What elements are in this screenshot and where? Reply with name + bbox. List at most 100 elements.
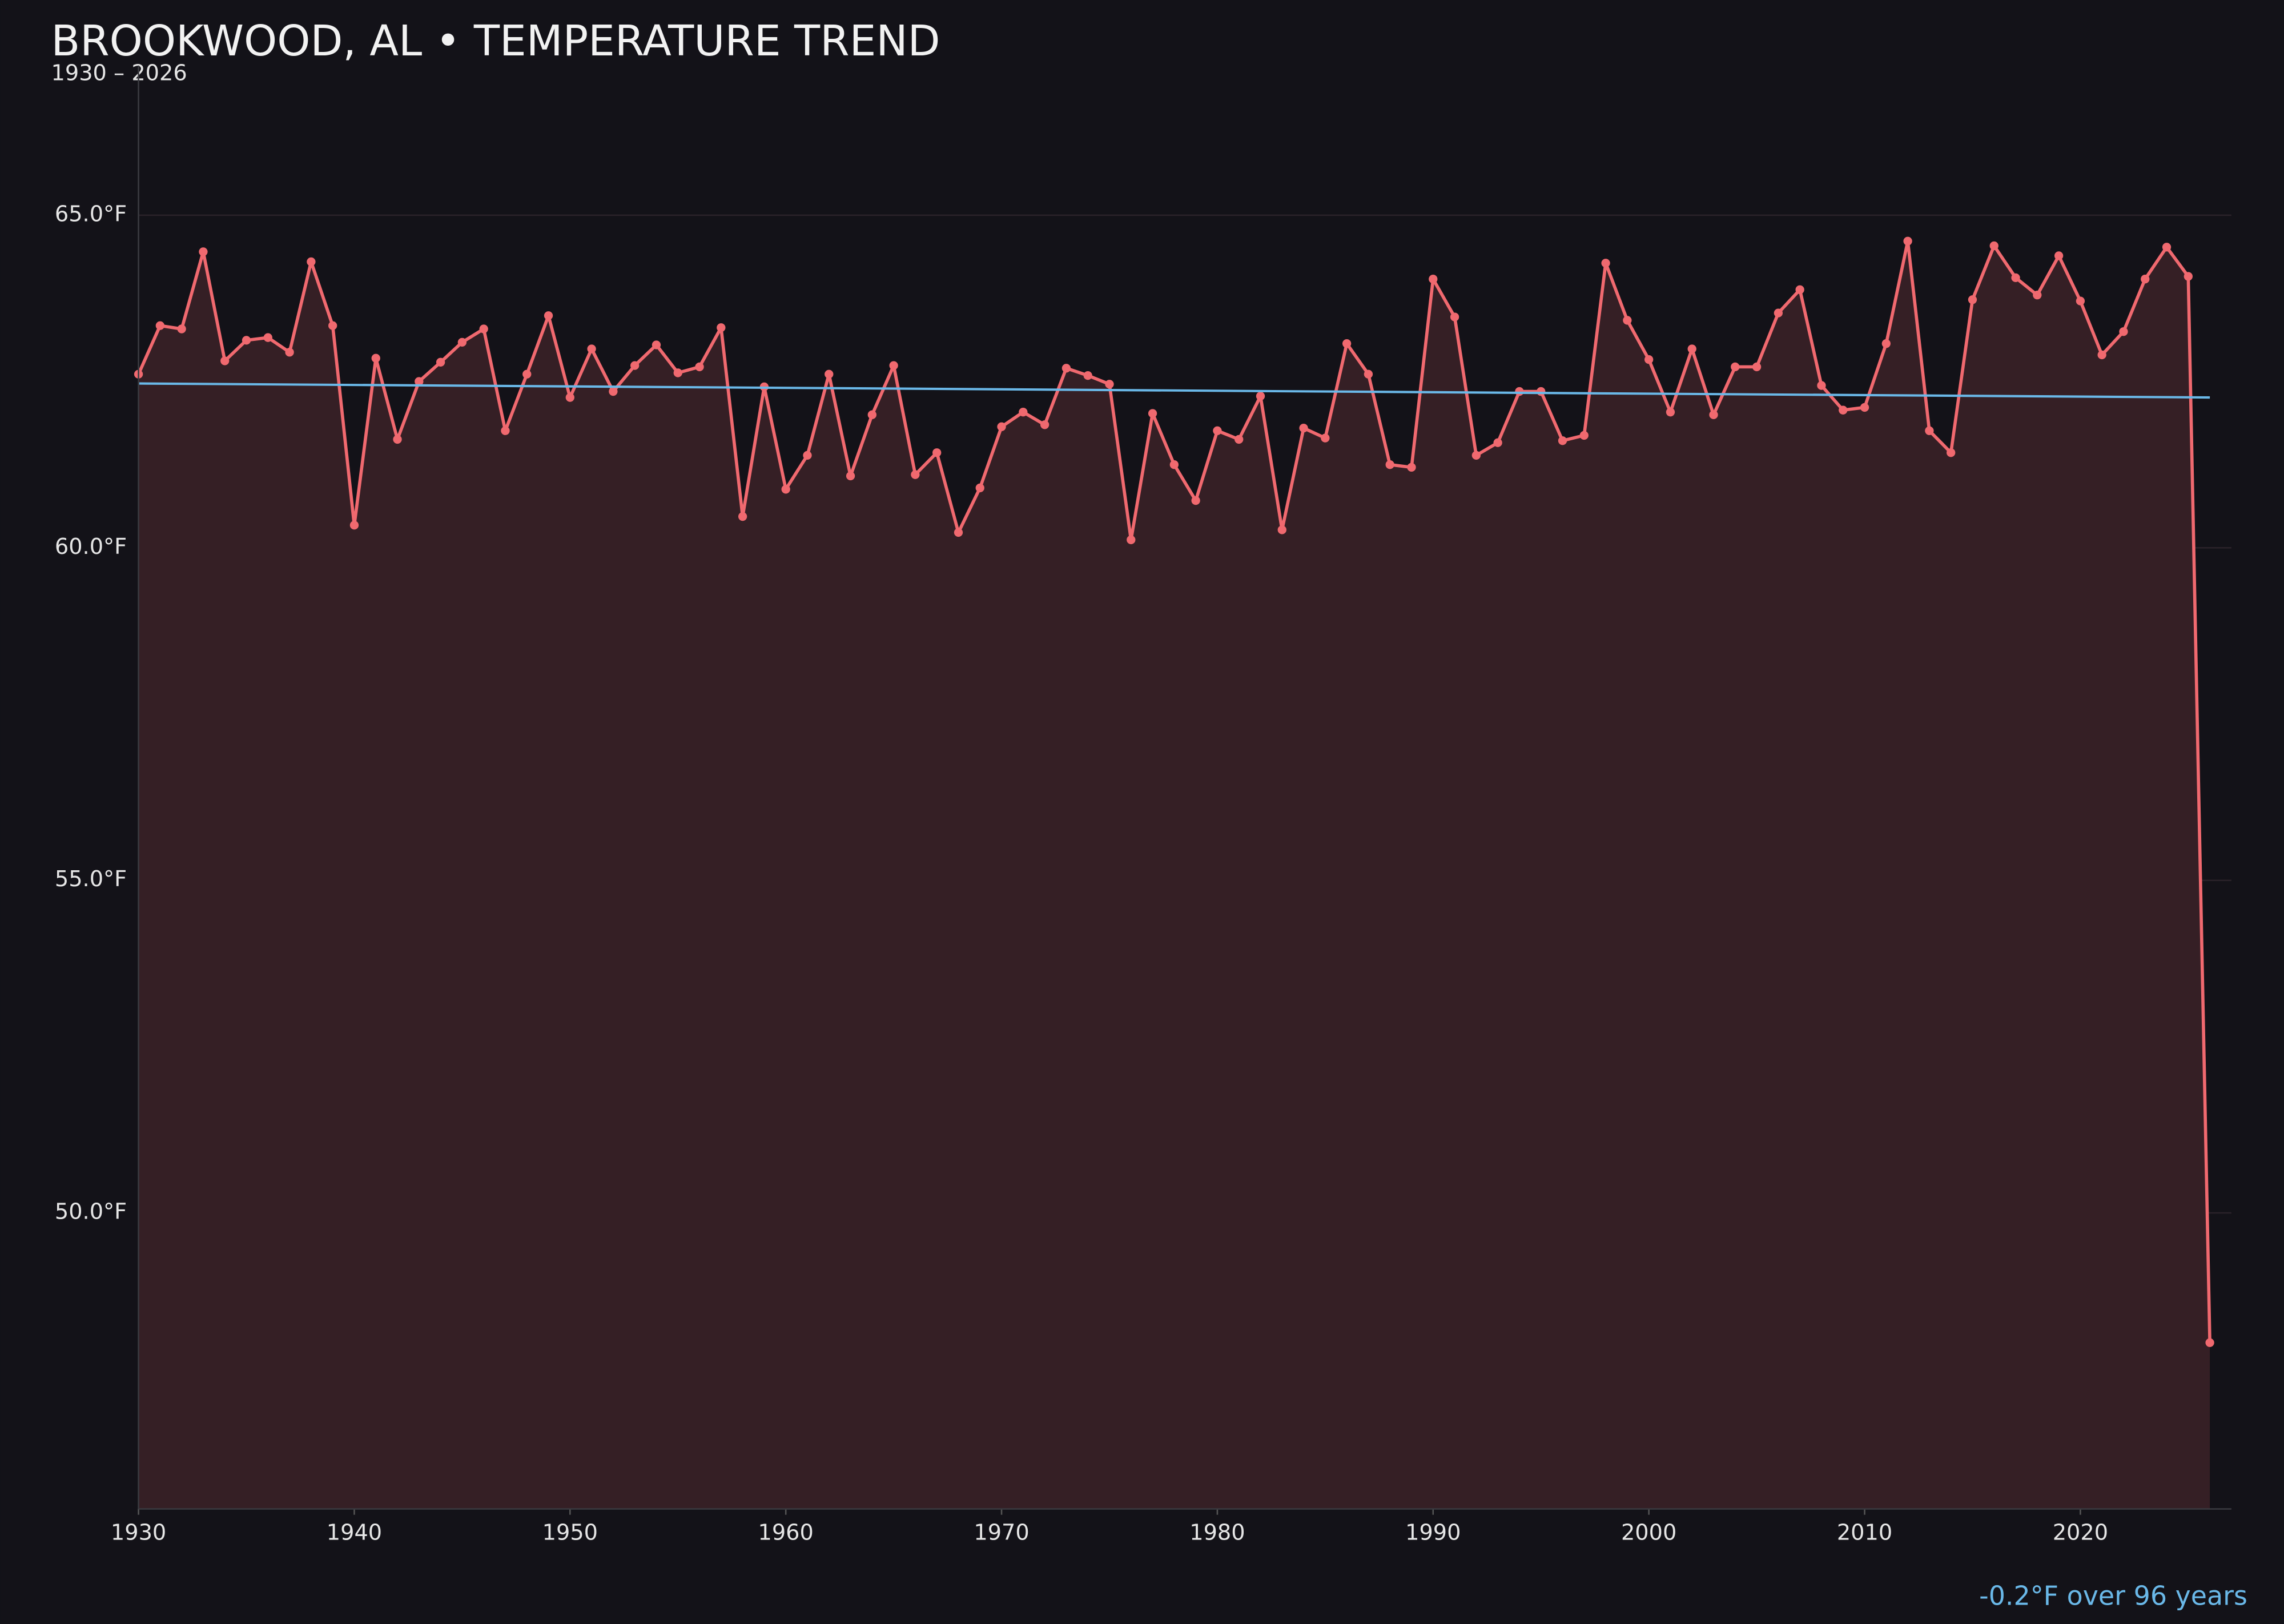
point bbox=[1774, 308, 1783, 317]
point bbox=[2184, 272, 2193, 281]
point bbox=[1235, 435, 1244, 444]
point bbox=[1687, 344, 1696, 353]
point bbox=[1666, 408, 1675, 417]
point bbox=[328, 321, 337, 330]
point bbox=[177, 324, 186, 333]
point bbox=[781, 485, 790, 494]
point bbox=[285, 348, 294, 357]
point bbox=[2097, 350, 2106, 360]
point bbox=[1321, 433, 1330, 443]
x-tick-label: 1980 bbox=[1189, 1520, 1245, 1545]
point bbox=[1471, 451, 1481, 460]
point bbox=[695, 362, 704, 372]
point bbox=[717, 323, 726, 332]
point bbox=[1407, 463, 1416, 472]
point bbox=[1623, 316, 1632, 325]
point bbox=[2162, 243, 2172, 252]
point bbox=[1947, 448, 1956, 457]
chart-subtitle: 1930 – 2026 bbox=[51, 61, 187, 86]
point bbox=[436, 357, 445, 367]
point bbox=[1191, 496, 1200, 505]
point bbox=[415, 377, 424, 386]
y-tick-label: 50.0°F bbox=[55, 1199, 127, 1225]
point bbox=[630, 361, 640, 370]
point bbox=[889, 361, 898, 370]
point bbox=[2119, 327, 2128, 336]
point bbox=[2076, 296, 2085, 305]
chart-title: BROOKWOOD, AL • TEMPERATURE TREND bbox=[51, 17, 940, 66]
point bbox=[825, 369, 834, 379]
point bbox=[2033, 291, 2042, 300]
point bbox=[587, 344, 596, 353]
point bbox=[1277, 525, 1286, 534]
point bbox=[846, 471, 855, 481]
point bbox=[1169, 460, 1179, 469]
point bbox=[1061, 364, 1071, 373]
point bbox=[263, 333, 272, 342]
x-tick-label: 1950 bbox=[542, 1520, 598, 1545]
point bbox=[1105, 380, 1114, 389]
point bbox=[349, 521, 359, 530]
point bbox=[867, 410, 876, 419]
x-tick-label: 1940 bbox=[327, 1520, 382, 1545]
point bbox=[609, 387, 618, 396]
point bbox=[457, 337, 467, 347]
point bbox=[501, 426, 510, 435]
point bbox=[673, 368, 682, 377]
point bbox=[2205, 1338, 2214, 1347]
point bbox=[932, 448, 942, 457]
point bbox=[1256, 392, 1265, 401]
point bbox=[2141, 275, 2150, 284]
point bbox=[1860, 403, 1869, 412]
point bbox=[1040, 420, 1049, 429]
point bbox=[371, 353, 380, 363]
point bbox=[2054, 251, 2064, 260]
point bbox=[220, 356, 230, 365]
point bbox=[1515, 387, 1524, 396]
area bbox=[138, 241, 2210, 1509]
point bbox=[1385, 460, 1394, 469]
point bbox=[2011, 273, 2020, 283]
x-tick-label: 1930 bbox=[111, 1520, 166, 1545]
x-tick-label: 1970 bbox=[974, 1520, 1029, 1545]
point bbox=[307, 257, 316, 267]
point bbox=[1752, 362, 1762, 372]
point bbox=[1083, 371, 1092, 380]
point bbox=[479, 324, 488, 333]
trend-line bbox=[138, 382, 2210, 399]
point bbox=[1989, 241, 1998, 251]
point bbox=[1493, 438, 1502, 447]
point bbox=[1817, 381, 1826, 390]
point bbox=[803, 451, 812, 460]
y-tick-label: 55.0°F bbox=[55, 866, 127, 892]
point bbox=[155, 321, 165, 330]
point bbox=[997, 422, 1006, 431]
point bbox=[1450, 312, 1459, 321]
x-tick-label: 1990 bbox=[1405, 1520, 1461, 1545]
point bbox=[1925, 426, 1934, 435]
y-tick-label: 65.0°F bbox=[55, 201, 127, 227]
point bbox=[1881, 339, 1891, 348]
point bbox=[1537, 387, 1546, 396]
x-tick-label: 2020 bbox=[2053, 1520, 2108, 1545]
point bbox=[1127, 535, 1136, 544]
point bbox=[1709, 410, 1718, 419]
point bbox=[911, 470, 920, 479]
point bbox=[1342, 339, 1352, 348]
point bbox=[1558, 436, 1567, 445]
x-tick-label: 2010 bbox=[1837, 1520, 1892, 1545]
point bbox=[1019, 408, 1028, 417]
point bbox=[1601, 259, 1610, 268]
point bbox=[1213, 426, 1222, 435]
y-tick-label: 60.0°F bbox=[55, 534, 127, 560]
point bbox=[522, 369, 532, 379]
x-tick-label: 1960 bbox=[758, 1520, 814, 1545]
point bbox=[544, 311, 553, 320]
point bbox=[652, 340, 661, 349]
point bbox=[1644, 355, 1654, 364]
point bbox=[738, 512, 747, 521]
point bbox=[1364, 369, 1373, 379]
x-tick-label: 2000 bbox=[1621, 1520, 1676, 1545]
point bbox=[1903, 236, 1912, 246]
